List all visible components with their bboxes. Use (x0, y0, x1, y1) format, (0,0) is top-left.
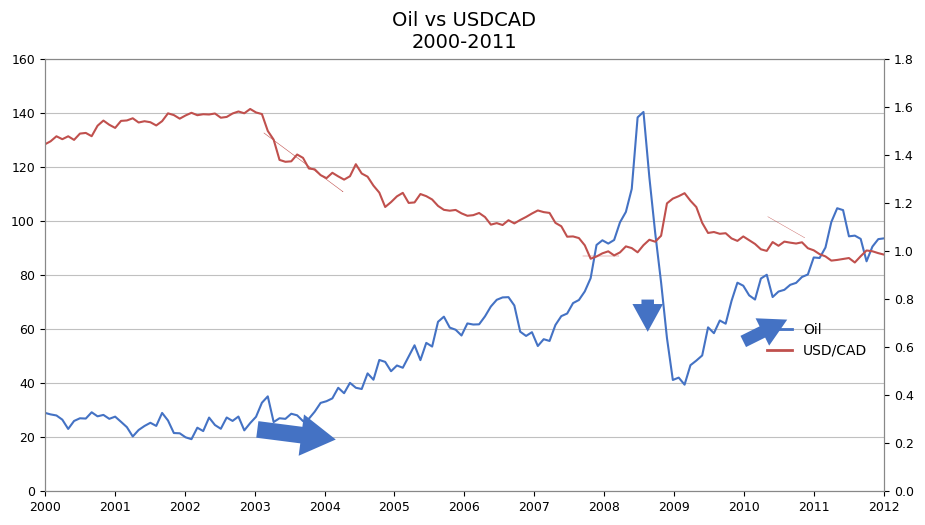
Oil (738, 282, 749, 289)
Oil (638, 109, 649, 115)
Oil (186, 436, 197, 443)
Line: USD/CAD: USD/CAD (44, 109, 884, 262)
USD/CAD (732, 238, 743, 244)
USD/CAD (163, 110, 174, 117)
Oil (98, 412, 109, 418)
USD/CAD (98, 118, 109, 124)
USD/CAD (721, 230, 732, 236)
Title: Oil vs USDCAD
2000-2011: Oil vs USDCAD 2000-2011 (392, 11, 536, 52)
Legend: Oil, USD/CAD: Oil, USD/CAD (761, 317, 873, 363)
Oil (163, 417, 174, 424)
USD/CAD (244, 106, 255, 112)
Oil (303, 416, 315, 422)
USD/CAD (849, 259, 860, 266)
USD/CAD (644, 237, 655, 243)
USD/CAD (303, 165, 315, 172)
USD/CAD (879, 251, 890, 258)
Oil (39, 410, 50, 416)
USD/CAD (39, 141, 50, 148)
Line: Oil: Oil (44, 112, 884, 439)
Oil (726, 298, 737, 304)
Oil (879, 235, 890, 242)
Oil (649, 230, 660, 236)
